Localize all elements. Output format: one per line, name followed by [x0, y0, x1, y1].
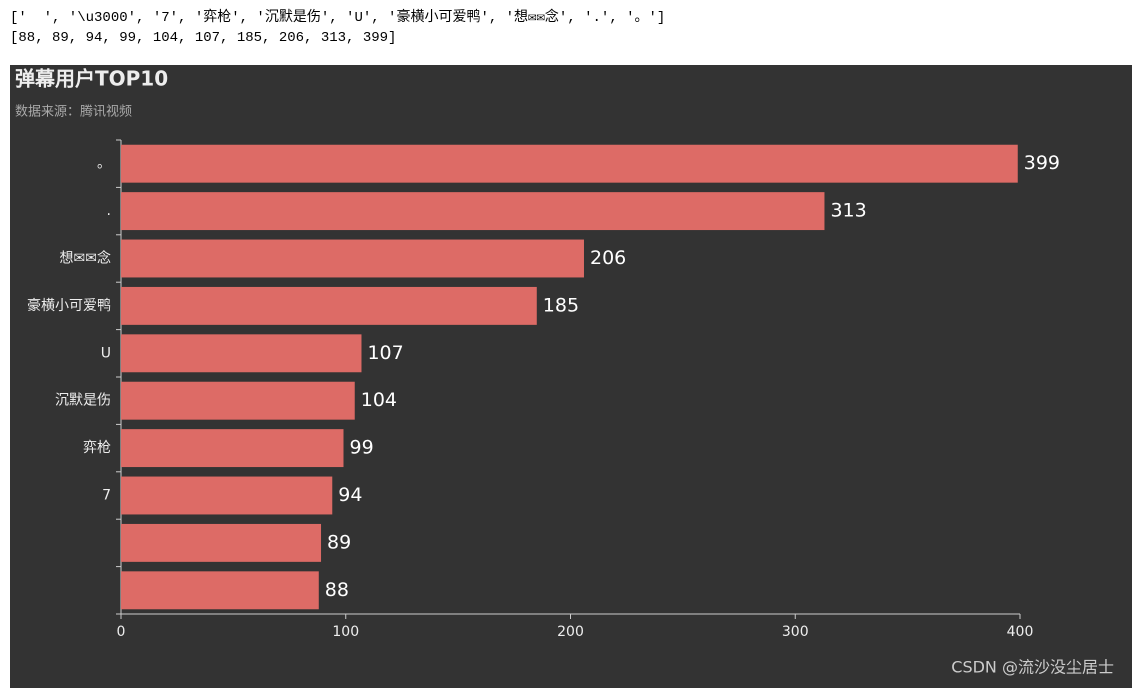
- bar: [121, 429, 344, 468]
- y-tick-label: U: [101, 345, 111, 361]
- x-tick-label: 0: [117, 624, 126, 640]
- y-tick-label: 。: [97, 156, 111, 172]
- value-label: 94: [338, 484, 362, 506]
- y-tick-label: 弈枪: [83, 439, 111, 456]
- bar: [121, 571, 319, 610]
- chart-title: 弹幕用户TOP10: [15, 67, 168, 91]
- bar: [121, 523, 322, 562]
- bar: [121, 381, 355, 420]
- x-tick-label: 300: [782, 624, 809, 640]
- y-tick-label: 想✉✉念: [60, 250, 111, 267]
- bar: [121, 144, 1018, 183]
- value-label: 399: [1024, 152, 1060, 174]
- value-label: 107: [367, 342, 403, 364]
- bar: [121, 286, 537, 325]
- x-tick-label: 400: [1007, 624, 1034, 640]
- value-label: 88: [325, 579, 349, 601]
- bar: [121, 239, 584, 278]
- watermark: CSDN @流沙没尘居士: [951, 658, 1114, 677]
- value-label: 89: [327, 531, 351, 553]
- value-label: 99: [350, 437, 374, 459]
- value-label: 185: [543, 294, 579, 316]
- y-tick-label: 沉默是伤: [55, 393, 111, 409]
- y-tick-label: .: [107, 203, 111, 219]
- value-label: 313: [830, 200, 866, 222]
- y-tick-label: 豪横小可爱鸭: [27, 298, 111, 314]
- bar: [121, 192, 825, 231]
- x-tick-label: 200: [557, 624, 584, 640]
- output-line: [' ', '\u3000', '7', '弈枪', '沉默是伤', 'U', …: [10, 10, 666, 26]
- value-label: 104: [361, 389, 397, 411]
- x-tick-label: 100: [332, 624, 359, 640]
- chart-subtitle: 数据来源：腾讯视频: [15, 104, 132, 120]
- bar: [121, 334, 362, 373]
- output-line: [88, 89, 94, 99, 104, 107, 185, 206, 313…: [10, 30, 397, 46]
- value-label: 206: [590, 247, 626, 269]
- bar: [121, 476, 333, 515]
- y-tick-label: 7: [102, 488, 111, 504]
